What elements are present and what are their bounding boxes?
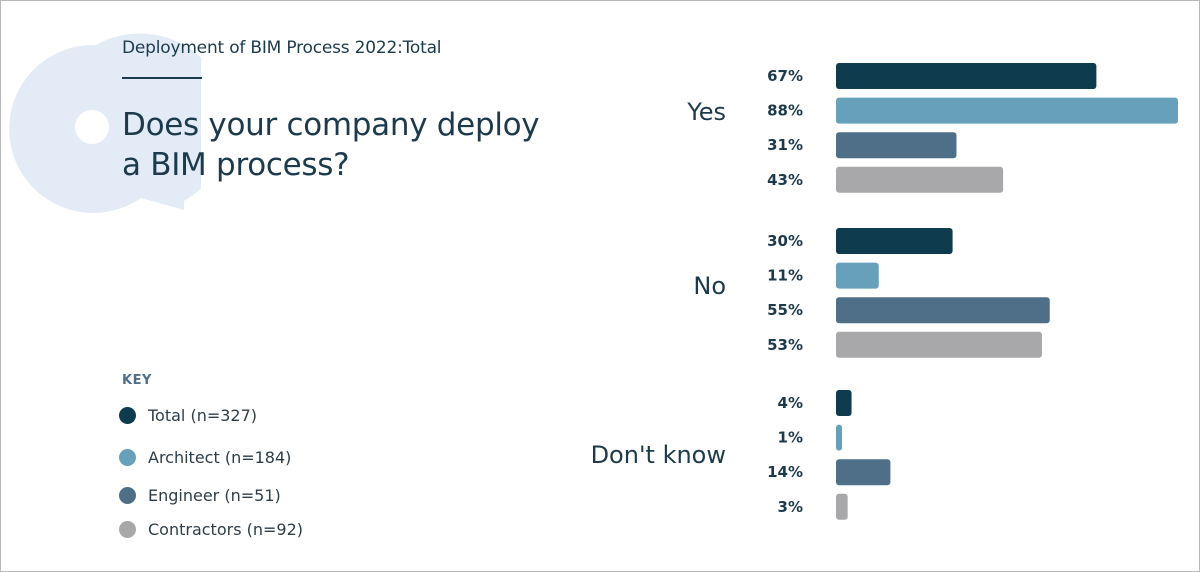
- legend-label-engineer: Engineer (n=51): [148, 486, 281, 505]
- bar-don-t-know-engineer: [836, 459, 891, 486]
- bar-yes-architect: [836, 97, 1178, 124]
- chart-subtitle: Deployment of BIM Process 2022:Total: [122, 38, 442, 58]
- legend-item-contractors: Contractors (n=92): [119, 520, 303, 539]
- legend-item-total: Total (n=327): [119, 406, 257, 425]
- legend-label-contractors: Contractors (n=92): [148, 520, 304, 539]
- legend-title: KEY: [122, 373, 152, 388]
- value-label-no-total: 30%: [767, 232, 803, 250]
- bar-yes-contractors: [836, 166, 1004, 193]
- value-label-yes-contractors: 43%: [767, 171, 803, 189]
- legend-item-architect: Architect (n=184): [119, 448, 291, 467]
- bar-don-t-know-total: [836, 390, 852, 416]
- legend-swatch-architect: [119, 449, 136, 466]
- bar-no-architect: [836, 262, 879, 289]
- value-label-don-t-know-total: 4%: [778, 394, 803, 412]
- bar-don-t-know-contractors: [836, 493, 848, 520]
- bar-no-engineer: [836, 297, 1050, 324]
- category-label-no: No: [693, 272, 726, 300]
- value-label-yes-total: 67%: [767, 67, 803, 85]
- bar-yes-engineer: [836, 132, 957, 159]
- value-label-no-engineer: 55%: [767, 301, 803, 319]
- legend-swatch-contractors: [119, 521, 136, 538]
- value-label-don-t-know-architect: 1%: [778, 429, 803, 447]
- value-label-no-architect: 11%: [767, 267, 803, 285]
- category-label-don-t-know: Don't know: [591, 441, 726, 469]
- legend-swatch-total: [119, 407, 136, 424]
- value-label-yes-engineer: 31%: [767, 136, 803, 154]
- value-label-don-t-know-contractors: 3%: [778, 498, 803, 516]
- value-label-yes-architect: 88%: [767, 102, 803, 120]
- legend-label-architect: Architect (n=184): [148, 448, 292, 467]
- category-label-yes: Yes: [686, 98, 726, 126]
- title-rule: [122, 77, 202, 79]
- value-label-don-t-know-engineer: 14%: [767, 463, 803, 481]
- bar-no-contractors: [836, 331, 1042, 358]
- bar-don-t-know-architect: [836, 424, 842, 451]
- bar-no-total: [836, 228, 953, 254]
- legend-swatch-engineer: [119, 487, 136, 504]
- question-title: Does your company deploy a BIM process?: [122, 107, 540, 183]
- legend-item-engineer: Engineer (n=51): [119, 486, 281, 505]
- value-label-no-contractors: 53%: [767, 336, 803, 354]
- bar-yes-total: [836, 63, 1097, 89]
- legend-label-total: Total (n=327): [148, 406, 258, 425]
